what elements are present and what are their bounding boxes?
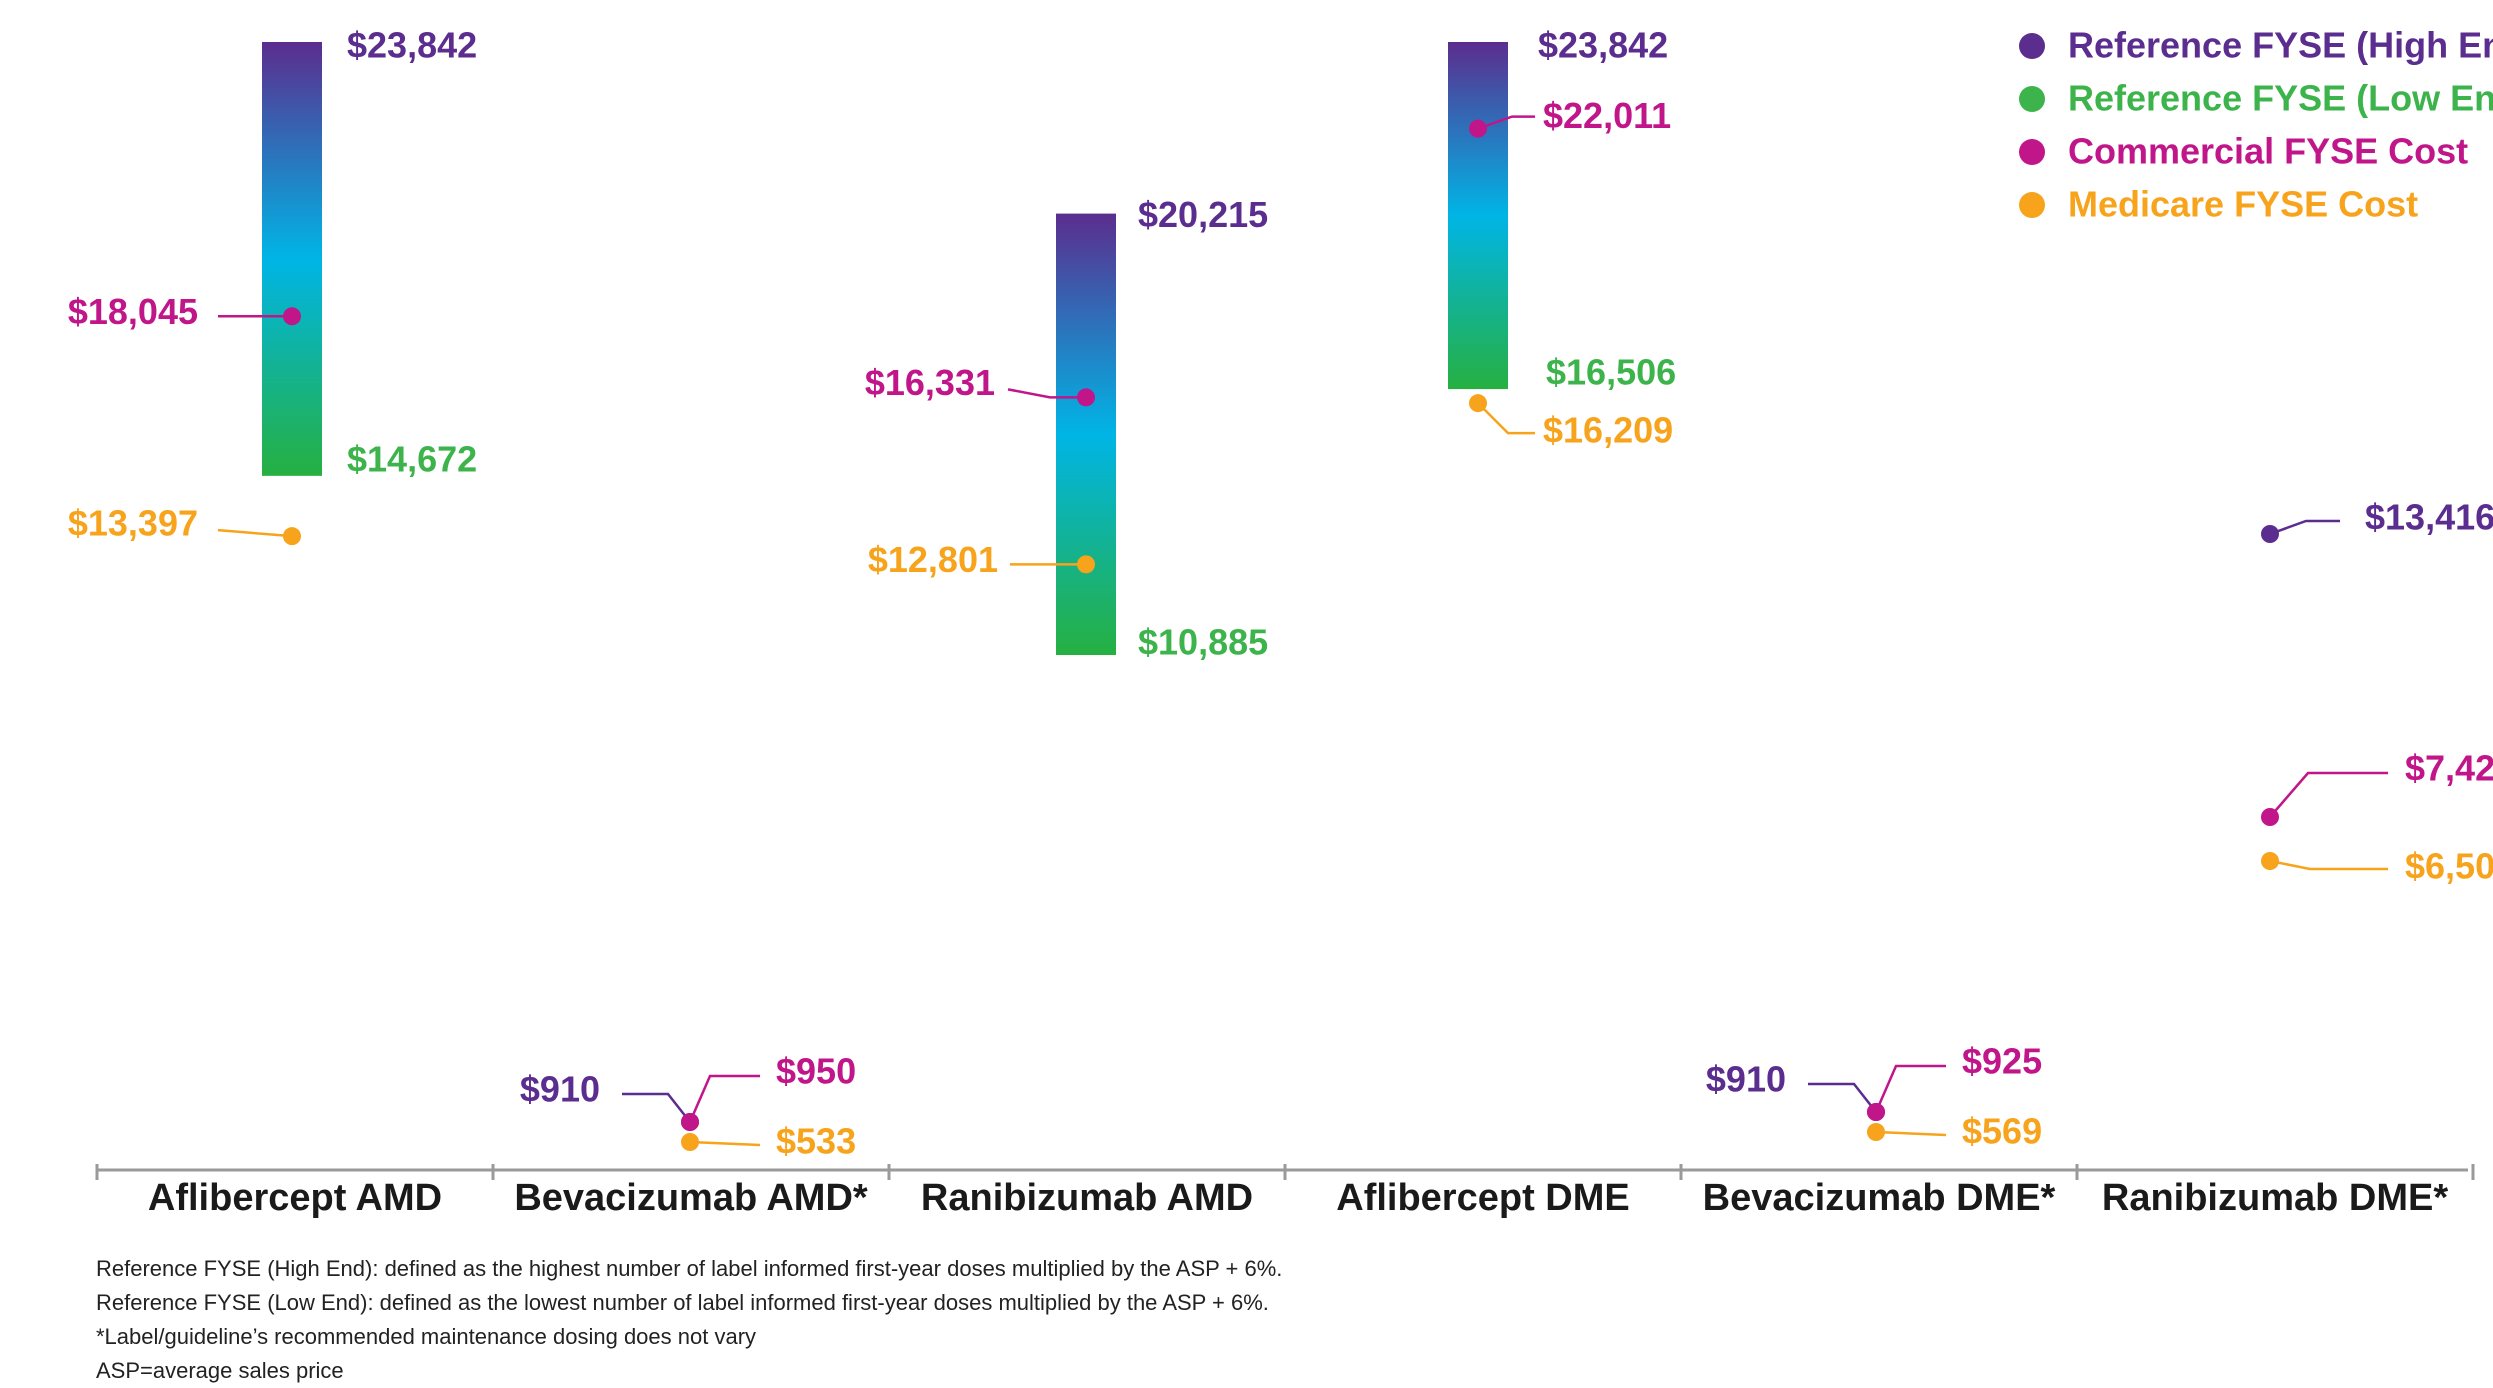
legend-marker xyxy=(2019,33,2045,59)
footnote-low-end: Reference FYSE (Low End): defined as the… xyxy=(96,1290,1269,1315)
legend-marker xyxy=(2019,86,2045,112)
value-label-high: $20,215 xyxy=(1138,194,1268,235)
value-label-commercial: $16,331 xyxy=(865,362,995,403)
range-bar xyxy=(1056,213,1116,656)
footnote-maintenance: *Label/guideline’s recommended maintenan… xyxy=(96,1324,757,1349)
value-label-commercial: $22,011 xyxy=(1543,95,1671,136)
value-label-high: $13,416 xyxy=(2365,497,2493,538)
medicare-leader xyxy=(217,528,293,538)
value-label-medicare: $569 xyxy=(1962,1111,2042,1152)
legend: Reference FYSE (High End) Cost Reference … xyxy=(2019,25,2493,225)
x-tick-label: Ranibizumab AMD xyxy=(921,1177,1253,1219)
commercial-leader xyxy=(688,1074,760,1123)
footnote-high-end: Reference FYSE (High End): defined as th… xyxy=(96,1256,1283,1281)
legend-marker xyxy=(2019,192,2045,218)
medicare-leader xyxy=(1875,1130,1947,1137)
high-leader xyxy=(1808,1082,1877,1113)
value-label-high: $23,842 xyxy=(1538,25,1668,66)
medicare-leader xyxy=(689,1140,761,1147)
footnotes: Reference FYSE (High End): defined as th… xyxy=(96,1252,1282,1388)
medicare-leader xyxy=(1477,402,1535,435)
value-label-low: $16,506 xyxy=(1546,352,1676,393)
high-leader xyxy=(2269,519,2340,536)
value-label-high: $23,842 xyxy=(347,25,477,66)
range-bar xyxy=(1448,42,1508,390)
value-label-commercial: $7,423 xyxy=(2405,748,2493,789)
x-tick-label: Ranibizumab DME* xyxy=(2102,1177,2448,1219)
value-label-commercial: $950 xyxy=(776,1051,856,1092)
value-label-medicare: $16,209 xyxy=(1543,410,1673,451)
legend-entry: Reference FYSE (High End) Cost xyxy=(2068,25,2493,66)
x-tick-label: Aflibercept DME xyxy=(1336,1177,1629,1219)
value-label-medicare: $6,502 xyxy=(2405,846,2493,887)
commercial-leader xyxy=(1874,1064,1946,1113)
value-label-low: $14,672 xyxy=(347,438,477,479)
value-label-medicare: $13,397 xyxy=(68,503,198,544)
range-bar xyxy=(262,42,322,476)
range-bars xyxy=(262,42,1508,656)
value-label-medicare: $533 xyxy=(776,1121,856,1162)
legend-entry: Commercial FYSE Cost xyxy=(2068,131,2468,172)
x-tick-label: Bevacizumab DME* xyxy=(1703,1177,2056,1219)
footnote-asp: ASP=average sales price xyxy=(96,1358,344,1383)
commercial-leader xyxy=(2269,771,2388,818)
value-label-high: $910 xyxy=(520,1069,600,1110)
x-tick-label: Aflibercept AMD xyxy=(148,1177,442,1219)
value-label-low: $10,885 xyxy=(1138,622,1268,663)
high-leader xyxy=(622,1092,691,1123)
value-label-commercial: $925 xyxy=(1962,1041,2042,1082)
value-marks: $23,842 $14,672 $18,045 $13,397 $20,215 $10,8… xyxy=(68,25,2493,1162)
commercial-leader xyxy=(1477,115,1535,130)
x-axis: Aflibercept AMD Bevacizumab AMD* Ranibizum… xyxy=(95,1164,2475,1219)
medicare-leader xyxy=(2269,859,2388,871)
commercial-leader xyxy=(1007,388,1086,399)
legend-entry: Reference FYSE (Low End) Cost xyxy=(2068,78,2493,119)
legend-marker xyxy=(2019,139,2045,165)
legend-entry: Medicare FYSE Cost xyxy=(2068,184,2418,225)
x-tick-label: Bevacizumab AMD* xyxy=(514,1177,868,1219)
value-label-high: $910 xyxy=(1706,1059,1786,1100)
value-label-medicare: $12,801 xyxy=(868,539,998,580)
value-label-commercial: $18,045 xyxy=(68,291,198,332)
